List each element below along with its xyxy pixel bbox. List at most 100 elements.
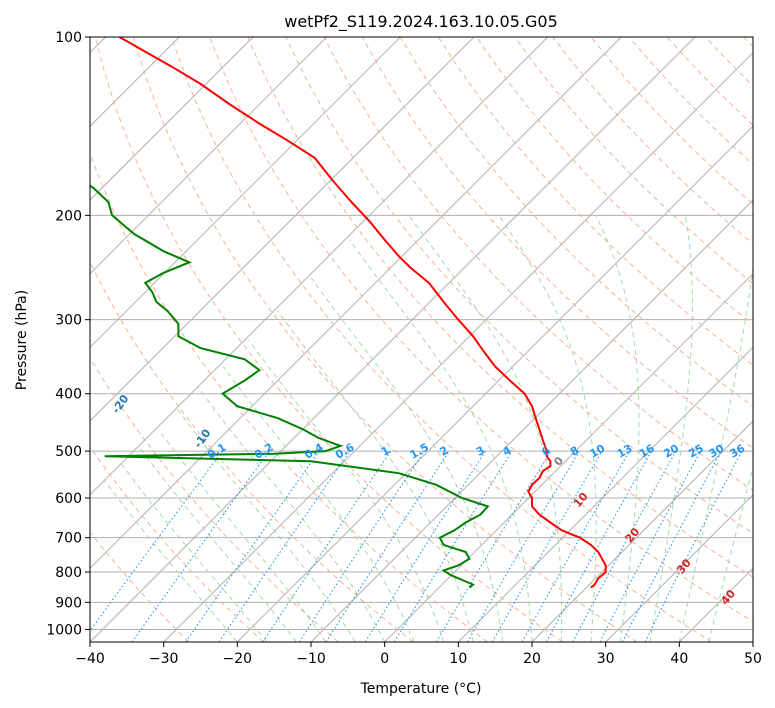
- moist-adiabat: [277, 310, 474, 642]
- series-layer: [90, 37, 607, 589]
- isotherm-gridline: [90, 37, 622, 570]
- isotherm-gridline: [90, 37, 696, 642]
- mixing-ratio-line: [521, 450, 630, 642]
- mixing-ratio-label: 25: [686, 442, 706, 461]
- adiabat-labels: 0.1 0.2 0.4 0.6 1 1.5 2 3 4 6 8 10 13 16 20 25 30 36-20-1…: [109, 392, 747, 607]
- isotherm-gridline: [90, 37, 328, 275]
- y-axis-title: Pressure (hPa): [14, 290, 30, 390]
- moist-adiabat: [408, 215, 563, 642]
- dry-adiabat: [90, 260, 414, 642]
- x-tick-label: 20: [523, 651, 541, 667]
- mixing-ratio-line: [90, 450, 223, 632]
- y-tick-label: 700: [55, 531, 82, 547]
- mixing-ratio-line: [467, 450, 580, 642]
- plot-area: [90, 37, 753, 642]
- axes: −40 −30 −20 −10 0 10 20 30 40 5010009008007006005…: [46, 30, 762, 667]
- mixing-ratio-line: [572, 450, 677, 642]
- y-tick-label: 300: [55, 313, 82, 329]
- dry-adiabat: [666, 37, 753, 126]
- y-tick-label: 500: [55, 444, 82, 460]
- isotherm-gridline: [90, 37, 401, 349]
- dry-adiabat: [90, 531, 190, 642]
- plot-frame: [89, 36, 754, 643]
- moist-adiabat: [104, 479, 238, 642]
- dry-adiabat: [361, 37, 753, 449]
- mixing-ratio-label: 0.2: [252, 441, 275, 462]
- moist-adiabat: [595, 215, 640, 642]
- moist-adiabat: [140, 448, 297, 642]
- dry-adiabat: [132, 37, 638, 642]
- mixing-ratio-line: [393, 450, 513, 642]
- mixing-ratio-label: 13: [615, 442, 635, 461]
- y-tick-label: 800: [55, 565, 82, 581]
- mixing-ratio-line: [545, 450, 653, 642]
- y-tick-label: 1000: [46, 622, 82, 638]
- mixing-ratio-line: [131, 450, 270, 642]
- y-tick-label: 100: [55, 30, 82, 46]
- mixing-ratio-line: [185, 450, 320, 642]
- dry-adiabat-label: -20: [109, 392, 131, 416]
- dry-adiabat: [94, 37, 563, 642]
- moist-adiabat: [120, 463, 268, 642]
- mixing-ratio-line: [298, 450, 425, 642]
- isotherm-gridline: [605, 493, 753, 642]
- moist-adiabat-label: 40: [718, 587, 738, 607]
- y-tick-label: 900: [55, 595, 82, 611]
- dry-adiabat: [514, 37, 753, 285]
- moist-adiabat: [197, 386, 386, 642]
- dry-adiabat: [437, 37, 753, 366]
- x-axis-title: Temperature (°C): [360, 681, 482, 697]
- x-tick-label: −10: [296, 651, 326, 667]
- isotherm-gridline: [678, 567, 753, 642]
- mixing-ratio-label: 1.5: [408, 441, 431, 462]
- isotherm-gridline: [457, 346, 753, 642]
- mixing-ratio-line: [262, 450, 392, 642]
- x-tick-label: 40: [670, 651, 688, 667]
- mixing-ratio-label: 16: [637, 442, 657, 461]
- dry-adiabat: [399, 37, 753, 407]
- mixing-ratio-label: 30: [707, 442, 727, 461]
- dry-adiabat: [743, 37, 753, 48]
- moist-adiabat: [248, 340, 445, 642]
- moist-adiabat: [498, 215, 597, 642]
- moist-adiabat: [649, 215, 693, 642]
- isotherm-gridline: [752, 641, 753, 642]
- moist-adiabat: [158, 429, 327, 642]
- mixing-ratio-label: 20: [661, 442, 681, 461]
- mixing-ratio-line: [325, 450, 450, 642]
- isotherm-gridline: [384, 272, 753, 642]
- dry-adiabat: [247, 37, 753, 578]
- dry-adiabat: [90, 356, 339, 642]
- moist-adiabat-label: 10: [571, 490, 591, 510]
- dewpoint-profile-line: [90, 184, 490, 589]
- dry-adiabat: [704, 37, 753, 87]
- moist-adiabat: [222, 366, 415, 642]
- isotherm-gridline: [90, 37, 254, 201]
- isotherm-gridline: [236, 125, 753, 642]
- isotherm-gridline: [90, 37, 475, 422]
- dry-adiabat: [90, 152, 488, 642]
- x-tick-label: −40: [75, 651, 105, 667]
- dry-adiabat: [590, 37, 753, 205]
- moist-adiabat: [349, 239, 533, 642]
- y-tick-label: 200: [55, 208, 82, 224]
- mixing-ratio-line: [364, 450, 486, 642]
- moist-adiabat: [708, 465, 753, 642]
- dry-adiabat: [90, 446, 264, 642]
- mixing-ratio-line: [218, 450, 351, 642]
- y-tick-label: 400: [55, 387, 82, 403]
- x-tick-label: 50: [744, 651, 762, 667]
- isotherm-gridline: [310, 199, 753, 642]
- x-tick-label: 0: [380, 651, 389, 667]
- mixing-ratio-label: 0.4: [302, 440, 326, 461]
- mixing-ratio-label: 10: [587, 442, 607, 461]
- moist-adiabat-label: 30: [674, 556, 694, 576]
- moist-adiabat: [678, 263, 753, 642]
- moist-adiabat-label: 0: [551, 454, 566, 468]
- mixing-ratio-line: [644, 450, 743, 642]
- dry-adiabat: [209, 37, 753, 623]
- chart-title: wetPf2_S119.2024.163.10.05.G05: [284, 12, 558, 32]
- x-tick-label: −20: [223, 651, 253, 667]
- moist-adiabat: [177, 409, 356, 642]
